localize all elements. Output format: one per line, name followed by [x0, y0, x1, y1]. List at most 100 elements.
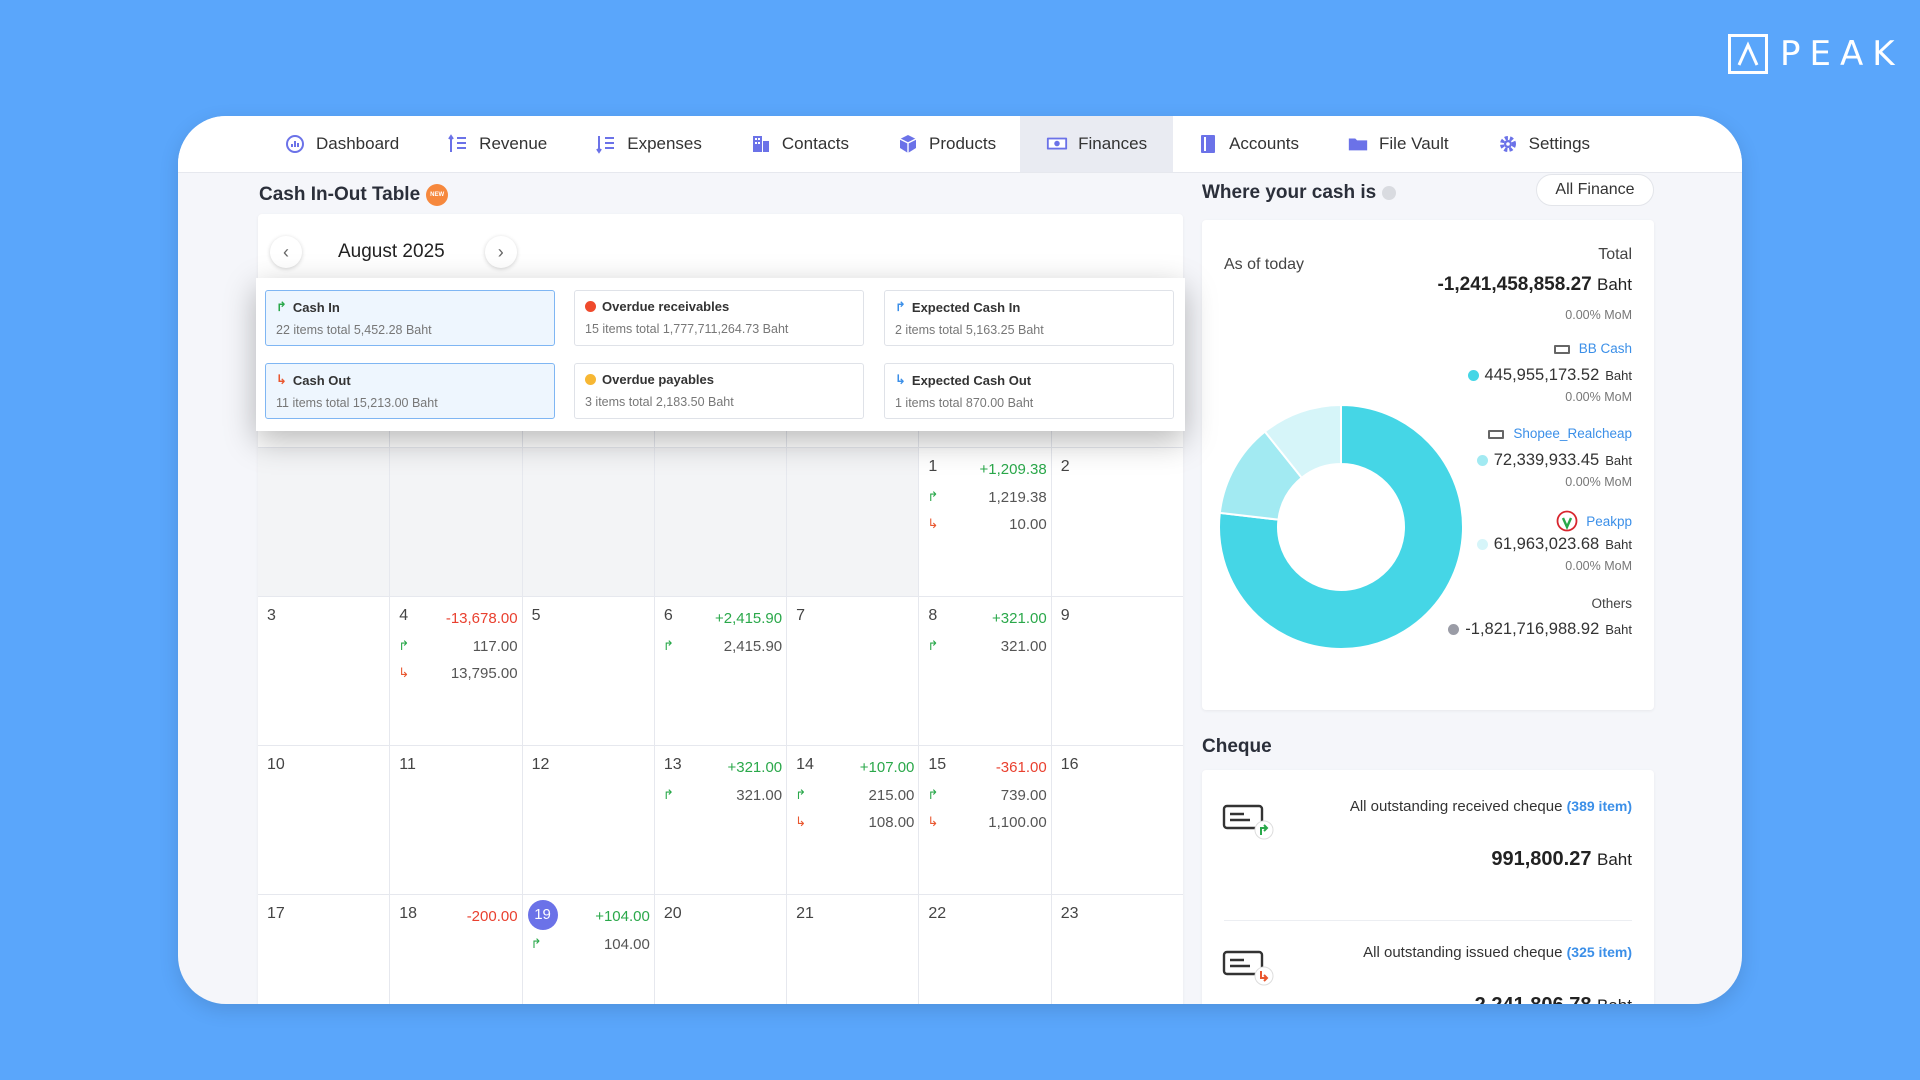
others-value-row: -1,821,716,988.92 Baht [1448, 620, 1632, 639]
calendar-day[interactable]: 15 -361.00 ↱ 739.00 ↳ 1,100.00 [919, 746, 1052, 894]
calendar-day[interactable]: 14 +107.00 ↱ 215.00 ↳ 108.00 [787, 746, 920, 894]
received-cheque-icon [1222, 804, 1274, 840]
overdue-yellow-dot [585, 374, 596, 385]
gear-icon [1499, 136, 1516, 152]
donut-slice-bb-cash[interactable] [1218, 403, 1464, 650]
calendar-day[interactable]: 23 [1052, 895, 1183, 1004]
month-label: August 2025 [338, 241, 445, 262]
nav-accounts[interactable]: Accounts [1173, 116, 1323, 172]
calendar-day[interactable]: 16 [1052, 746, 1183, 894]
donut-slice-peakpp[interactable] [1263, 403, 1342, 480]
finances-icon [1047, 137, 1068, 150]
account-value: 72,339,933.45 [1493, 451, 1600, 469]
account-value-row: 445,955,173.52 Baht [1467, 366, 1632, 385]
unit-label: Baht [1597, 275, 1632, 294]
expected-cash-out-summary[interactable]: ↳ Expected Cash Out 1 items total 870.00 B… [884, 363, 1174, 419]
dashboard-icon [286, 135, 304, 153]
help-icon[interactable] [1382, 185, 1397, 200]
cash-location-card: As of today Total -1,241,458,858.27 Baht… [1202, 220, 1654, 710]
calendar-week: 17 18 -200.00 19 +104.00 ↱ 104.00 20 21 2… [258, 895, 1183, 1004]
overdue-payables-summary[interactable]: Overdue payables 3 items total 2,183.50 B… [574, 363, 864, 419]
unit-label: Baht [1605, 537, 1632, 552]
cash-out-icon: ↳ [927, 814, 939, 829]
issued-cheque-icon [1222, 950, 1274, 986]
issued-cheque-value: 2,241,806.78 [1475, 994, 1592, 1004]
nav-finances[interactable]: Finances [1020, 116, 1174, 172]
calendar-day[interactable]: 7 [787, 597, 920, 745]
summary-head: ↳ Expected Cash Out [895, 372, 1163, 388]
received-cheque-label: All outstanding received cheque (389 ite… [1350, 798, 1632, 815]
cash-in-summary[interactable]: ↱ Cash In 22 items total 5,452.28 Baht [265, 290, 555, 346]
calendar-day[interactable]: 3 [258, 597, 391, 745]
account-shopee[interactable]: Shopee_Realcheap [1487, 426, 1632, 441]
nav-label: Dashboard [316, 134, 400, 153]
cash-out-row: ↳ 13,795.00 [398, 665, 517, 682]
received-cheque-count: (389 item) [1566, 798, 1632, 814]
day-number: 2 [1060, 458, 1070, 475]
nav-revenue[interactable]: Revenue [423, 116, 571, 172]
calendar-day-today[interactable]: 19 +104.00 ↱ 104.00 [523, 895, 655, 1004]
summary-label: Overdue receivables [602, 299, 730, 314]
day-net: -361.00 [995, 759, 1047, 776]
calendar-day[interactable]: 22 [919, 895, 1052, 1004]
calendar-day[interactable]: 13 +321.00 ↱ 321.00 [655, 746, 788, 894]
cash-in-row: ↱ 117.00 [398, 638, 517, 655]
calendar-day[interactable]: 21 [787, 895, 920, 1004]
total-mom: 0.00% MoM [1565, 308, 1632, 322]
unit-label: Baht [1605, 453, 1632, 468]
next-month-button[interactable]: › [484, 236, 517, 268]
received-cheque-row[interactable]: All outstanding received cheque (389 ite… [1222, 796, 1632, 896]
day-number: 6 [663, 607, 673, 624]
cash-in-row: ↱ 215.00 [795, 787, 914, 804]
calendar-day[interactable]: 2 [1052, 448, 1183, 596]
day-net: +104.00 [595, 908, 650, 925]
calendar-day[interactable]: 11 [390, 746, 523, 894]
calendar-day[interactable]: 9 [1052, 597, 1183, 745]
cash-in-value: 104.00 [603, 936, 650, 953]
account-value-row: 61,963,023.68 Baht [1476, 535, 1632, 554]
legend-dot [1448, 624, 1460, 635]
nav-expenses[interactable]: Expenses [571, 116, 726, 172]
nav-contacts[interactable]: Contacts [726, 116, 873, 172]
calendar-day[interactable]: 20 [655, 895, 788, 1004]
cash-out-value: 1,100.00 [988, 814, 1047, 831]
calendar-day[interactable]: 1 +1,209.38 ↱ 1,219.38 ↳ 10.00 [919, 448, 1052, 596]
cash-in-icon: ↱ [398, 638, 410, 653]
account-peakpp[interactable]: Peakpp [1556, 510, 1632, 532]
account-bb-cash[interactable]: BB Cash [1553, 341, 1632, 356]
cash-in-value: 1,219.38 [988, 489, 1047, 506]
expenses-icon [596, 136, 615, 154]
nav-label: Accounts [1229, 134, 1300, 153]
overdue-receivables-summary[interactable]: Overdue receivables 15 items total 1,777,… [574, 290, 864, 346]
day-number: 3 [267, 607, 276, 624]
summary-head: ↳ Cash Out [276, 372, 544, 388]
calendar-day[interactable]: 10 [258, 746, 391, 894]
summary-label: Cash Out [292, 372, 351, 388]
prev-month-button[interactable]: ‹ [270, 236, 302, 268]
cash-out-summary[interactable]: ↳ Cash Out 11 items total 15,213.00 Baht [265, 363, 555, 419]
expected-cash-in-summary[interactable]: ↱ Expected Cash In 2 items total 5,163.25 … [884, 290, 1174, 346]
issued-cheque-row[interactable]: All outstanding issued cheque (325 item)… [1222, 942, 1632, 1004]
calendar-day[interactable]: 4 -13,678.00 ↱ 117.00 ↳ 13,795.00 [390, 597, 523, 745]
nav-dashboard[interactable]: Dashboard [260, 116, 423, 172]
account-mom: 0.00% MoM [1565, 390, 1632, 404]
calendar-day[interactable]: 12 [523, 746, 655, 894]
peak-logo: PEAK [1728, 34, 1904, 74]
nav-file-vault[interactable]: File Vault [1323, 116, 1473, 172]
calendar-day[interactable]: 8 +321.00 ↱ 321.00 [919, 597, 1052, 745]
others-label: Others [1591, 596, 1632, 611]
calendar-day[interactable]: 6 +2,415.90 ↱ 2,415.90 [655, 597, 788, 745]
cheque-title: Cheque [1202, 736, 1272, 757]
nav-settings[interactable]: Settings [1473, 116, 1614, 172]
calendar-week: 3 4 -13,678.00 ↱ 117.00 ↳ 13,795.00 5 6 +2… [258, 597, 1183, 746]
cash-in-icon: ↱ [927, 787, 939, 802]
calendar-day[interactable]: 18 -200.00 [390, 895, 523, 1004]
calendar-day[interactable]: 5 [523, 597, 655, 745]
day-number: 16 [1060, 756, 1079, 773]
day-number: 20 [663, 905, 682, 922]
finance-filter-button[interactable]: All Finance [1536, 174, 1654, 206]
calendar-day[interactable]: 17 [258, 895, 391, 1004]
day-number: 4 [399, 607, 409, 624]
day-number: 12 [531, 756, 550, 773]
nav-products[interactable]: Products [873, 116, 1020, 172]
